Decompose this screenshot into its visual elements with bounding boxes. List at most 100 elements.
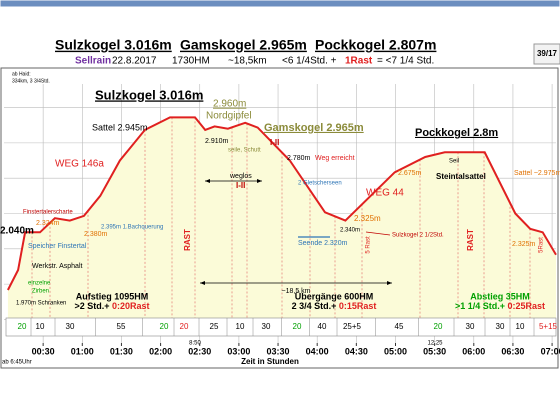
- x-tick-label: 01:00: [71, 346, 94, 356]
- plot-frame: [0, 67, 559, 369]
- duration: 20: [160, 322, 169, 331]
- page-number: 39/17: [537, 49, 558, 58]
- annotation: 2.040m: [0, 226, 34, 237]
- section-heading: Aufstieg 1095HM: [76, 291, 149, 301]
- pointer-arrow: [365, 231, 391, 236]
- duration: 45: [395, 322, 404, 331]
- duration: 20: [434, 322, 443, 331]
- x-tick-label: 04:30: [345, 346, 368, 356]
- subtitle-part: Sellrain: [75, 56, 111, 67]
- annotation: I-II: [270, 138, 279, 147]
- annotation: Speicher Finstertal: [28, 243, 87, 250]
- subtitle-part: 1Rast: [345, 56, 373, 67]
- x-tick-label: 06:30: [501, 346, 524, 356]
- annotation: seile, Schutt: [228, 148, 261, 154]
- annotation: 2.395m 1.Bachquerung: [101, 225, 163, 231]
- top-note: ab Haid:: [12, 71, 31, 77]
- x-tick-label: 03:30: [267, 346, 290, 356]
- annotation: Seende 2.320m: [298, 240, 348, 247]
- time-note: 8:50: [189, 341, 201, 347]
- annotation: weglos: [229, 173, 252, 180]
- annotation: 5 Rast: [366, 236, 372, 254]
- subtitle-part: <6 1/4Std. +: [282, 56, 337, 67]
- annotation: Nordgipfel: [206, 111, 252, 122]
- annotation: 2.340m: [340, 228, 360, 234]
- duration: 25: [210, 322, 219, 331]
- annotation: 2.325m: [512, 241, 536, 248]
- annotation: Pockkogel 2.8m: [415, 127, 498, 139]
- section-rest: 0:20Rast: [112, 301, 150, 311]
- section-rest: 0:15Rast: [339, 301, 377, 311]
- duration: 40: [318, 322, 327, 331]
- annotation: 1.970m Schranken: [16, 301, 66, 307]
- chart-title: Pockkogel 2.807m: [315, 37, 436, 53]
- x-tick-label: 07:00: [541, 346, 560, 356]
- annotation: 2.780m: [287, 155, 311, 162]
- annotation: Weg erreicht: [315, 155, 355, 162]
- annotation: 2.910m: [205, 138, 229, 145]
- x-tick-label: 02:30: [188, 346, 211, 356]
- duration: 25+5: [343, 322, 362, 331]
- duration: 10: [36, 322, 45, 331]
- annotation: Steintalsattel: [436, 172, 486, 181]
- annotation: Sattel ~2.975m: [514, 170, 560, 177]
- annotation: ~18,5 km: [282, 288, 311, 295]
- duration: 30: [466, 322, 475, 331]
- duration: 20: [293, 322, 302, 331]
- annotation: Finstertalerscharte: [23, 210, 73, 216]
- annotation: 2.960m: [213, 99, 246, 110]
- x-tick-label: 05:30: [423, 346, 446, 356]
- profile-line: [7, 116, 557, 291]
- x-tick-label: 05:00: [384, 346, 407, 356]
- x-tick-label: 02:00: [149, 346, 172, 356]
- annotation: 2.325m: [354, 214, 381, 223]
- annotation: 2.324m: [36, 220, 60, 227]
- annotation: Sattel 2.945m: [92, 122, 148, 132]
- annotation: I-II: [236, 181, 245, 190]
- annotation: Sulzkogel 2 1/2Std.: [392, 233, 444, 239]
- section-duration: >1 1/4 Std.+: [455, 301, 505, 311]
- annotation: Seil: [449, 159, 459, 165]
- chart-title: Sulzkogel 3.016m: [55, 37, 172, 53]
- section-rest: 0:25Rast: [508, 301, 546, 311]
- subtitle-part: = <7 1/4 Std.: [377, 56, 434, 67]
- chart-title: Gamskogel 2.965m: [180, 37, 307, 53]
- window-bar: [0, 0, 560, 7]
- x-tick-label: 01:30: [110, 346, 133, 356]
- duration: 10: [516, 322, 525, 331]
- duration: 20: [180, 322, 189, 331]
- x-tick-label: 06:00: [462, 346, 485, 356]
- section-time: >1 1/4 Std.+ 0:25Rast: [455, 301, 545, 311]
- time-note: 12:25: [427, 341, 443, 347]
- x-tick-label: 04:00: [306, 346, 329, 356]
- duration: 30: [496, 322, 505, 331]
- annotation: Werkstr. Asphalt: [32, 263, 83, 270]
- annotation: WEG 44: [366, 188, 404, 199]
- subtitle-part: ~18,5km: [228, 56, 267, 67]
- duration: 30: [66, 322, 75, 331]
- annotation: einzelne: [28, 281, 51, 287]
- time-note: ab 6:45Uhr: [2, 360, 32, 366]
- annotation: 2.380m: [84, 231, 108, 238]
- subtitle-part: 1730HM: [172, 56, 210, 67]
- duration: 30: [262, 322, 271, 331]
- x-axis-label: Zeit in Stunden: [241, 357, 299, 366]
- section-heading: Abstieg 35HM: [470, 291, 530, 301]
- subtitle-part: 22.8.2017: [112, 56, 157, 67]
- annotation: RAST: [183, 229, 192, 251]
- annotation: 5Rast: [539, 237, 545, 253]
- section-duration: >2 Std.+: [74, 301, 109, 311]
- duration: 5+15: [539, 322, 558, 331]
- annotation: RAST: [466, 229, 475, 251]
- section-heading: Übergänge 600HM: [295, 291, 374, 301]
- page-number-box: [533, 43, 560, 65]
- duration: 20: [18, 322, 27, 331]
- annotation: 2.675m: [398, 170, 422, 177]
- annotation: Sulzkogel 3.016m: [95, 87, 203, 102]
- section-time: 2 3/4 Std.+ 0:15Rast: [292, 301, 377, 311]
- annotation: WEG 146a: [55, 159, 104, 170]
- duration: 10: [236, 322, 245, 331]
- annotation: Zirben: [32, 289, 49, 295]
- duration: 55: [117, 322, 126, 331]
